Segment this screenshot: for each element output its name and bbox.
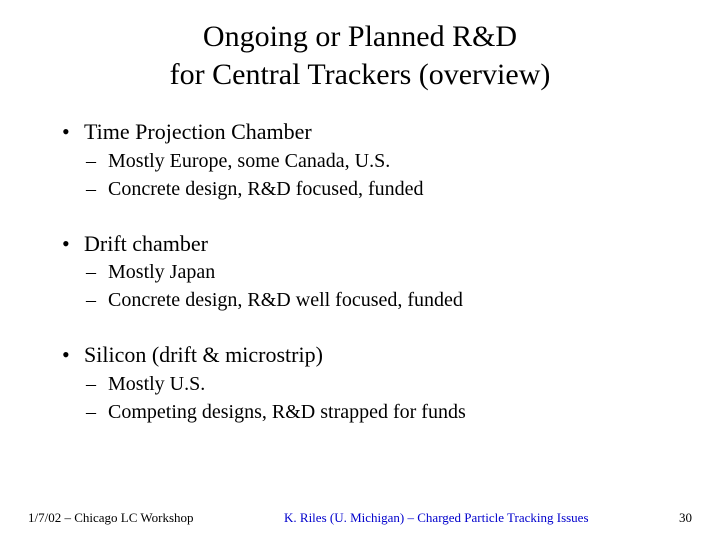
- bullet-sub: Concrete design, R&D focused, funded: [84, 175, 684, 203]
- bullet-group: Silicon (drift & microstrip) Mostly U.S.…: [60, 340, 684, 426]
- bullet-sub: Concrete design, R&D well focused, funde…: [84, 286, 684, 314]
- title-line-1: Ongoing or Planned R&D: [203, 20, 517, 53]
- bullet-heading: Drift chamber: [60, 229, 684, 259]
- footer-author: K. Riles (U. Michigan) – Charged Particl…: [284, 510, 589, 526]
- bullet-sub: Competing designs, R&D strapped for fund…: [84, 398, 684, 426]
- bullet-sub: Mostly Japan: [84, 258, 684, 286]
- slide: Ongoing or Planned R&D for Central Track…: [0, 0, 720, 540]
- footer-page-number: 30: [679, 510, 692, 526]
- bullet-group: Time Projection Chamber Mostly Europe, s…: [60, 117, 684, 203]
- bullet-heading: Silicon (drift & microstrip): [60, 340, 684, 370]
- bullet-sub: Mostly U.S.: [84, 370, 684, 398]
- bullet-group: Drift chamber Mostly Japan Concrete desi…: [60, 229, 684, 315]
- footer-date-venue: 1/7/02 – Chicago LC Workshop: [28, 510, 194, 526]
- slide-footer: 1/7/02 – Chicago LC Workshop K. Riles (U…: [0, 510, 720, 526]
- bullet-heading: Time Projection Chamber: [60, 117, 684, 147]
- slide-title: Ongoing or Planned R&D for Central Track…: [36, 18, 684, 93]
- slide-content: Time Projection Chamber Mostly Europe, s…: [36, 117, 684, 426]
- title-line-2: for Central Trackers (overview): [170, 58, 551, 91]
- bullet-sub: Mostly Europe, some Canada, U.S.: [84, 147, 684, 175]
